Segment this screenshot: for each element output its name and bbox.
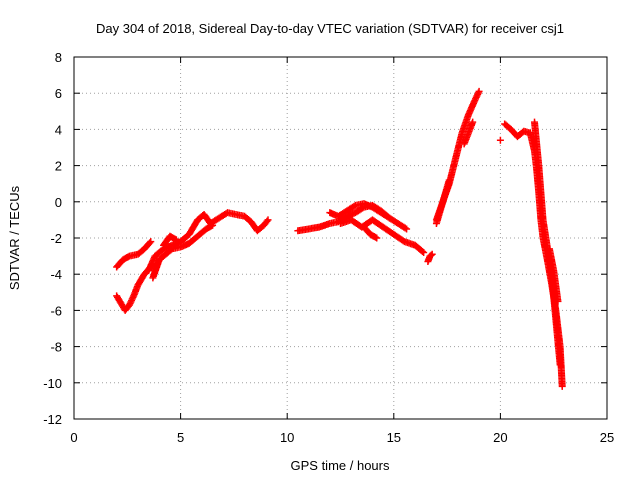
data-points <box>113 87 566 390</box>
x-axis-label: GPS time / hours <box>291 458 390 473</box>
data-point <box>146 239 154 247</box>
data-point <box>264 216 272 224</box>
y-tick-label: -2 <box>50 231 62 246</box>
data-point <box>147 238 155 246</box>
x-tick-label: 15 <box>387 430 401 445</box>
x-tick-label: 0 <box>70 430 77 445</box>
data-point <box>420 248 428 256</box>
data-point <box>445 176 453 184</box>
grid <box>74 57 607 419</box>
x-tick-label: 10 <box>280 430 294 445</box>
data-point <box>263 217 271 225</box>
data-point <box>475 87 483 95</box>
data-point <box>403 225 411 233</box>
x-tick-label: 20 <box>493 430 507 445</box>
data-point <box>554 297 562 305</box>
data-point <box>384 213 392 221</box>
y-tick-label: -6 <box>50 303 62 318</box>
data-point <box>556 361 564 369</box>
data-point <box>469 118 477 126</box>
y-tick-label: -10 <box>43 376 62 391</box>
y-tick-label: 2 <box>55 159 62 174</box>
data-point <box>209 221 217 229</box>
data-point <box>401 224 409 232</box>
data-point <box>496 136 504 144</box>
y-tick-label: 0 <box>55 195 62 210</box>
data-point <box>428 250 436 258</box>
data-point <box>558 382 566 390</box>
data-point <box>350 202 358 210</box>
y-tick-label: 6 <box>55 86 62 101</box>
data-point <box>418 247 426 255</box>
y-tick-label: 8 <box>55 50 62 65</box>
y-axis-ticks: -12 -10 -8 -6 -4 -2 0 2 4 6 8 <box>43 50 607 427</box>
y-tick-label: -12 <box>43 412 62 427</box>
x-tick-label: 25 <box>600 430 614 445</box>
y-axis-label: SDTVAR / TECUs <box>7 185 22 290</box>
y-tick-label: 4 <box>55 122 62 137</box>
x-axis-ticks: 0 5 10 15 20 25 <box>70 57 614 445</box>
chart-title: Day 304 of 2018, Sidereal Day-to-day VTE… <box>96 21 564 36</box>
data-point <box>172 236 180 244</box>
plot-frame <box>73 56 608 420</box>
y-tick-label: -4 <box>50 267 62 282</box>
y-tick-label: -8 <box>50 340 62 355</box>
data-point <box>373 234 381 242</box>
x-tick-label: 5 <box>177 430 184 445</box>
data-point <box>386 214 394 222</box>
data-point <box>427 251 435 259</box>
